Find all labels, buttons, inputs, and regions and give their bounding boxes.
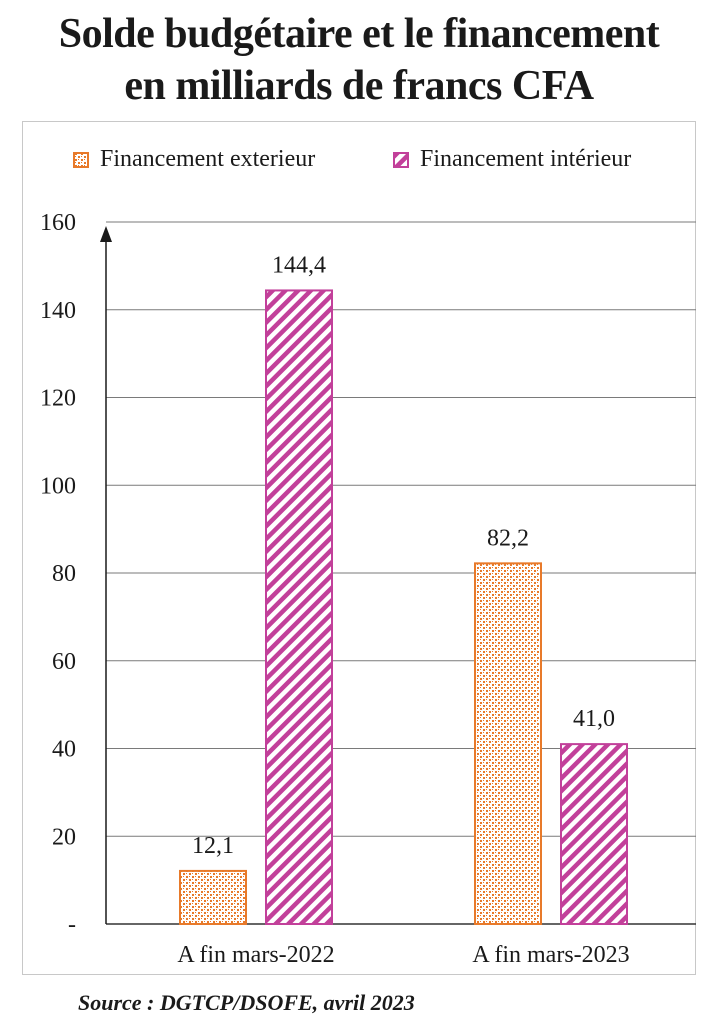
y-tick-label: 120 xyxy=(40,386,76,412)
x-tick-label: A fin mars-2022 xyxy=(177,942,334,968)
legend-swatch-icon xyxy=(73,152,89,168)
chart-title-line1: Solde budgétaire et le financement xyxy=(58,11,660,57)
bar xyxy=(265,289,333,925)
y-tick-label: 140 xyxy=(40,298,76,324)
y-axis-arrow-icon xyxy=(100,226,112,242)
x-tick-label: A fin mars-2023 xyxy=(472,942,629,968)
bar xyxy=(560,743,628,925)
legend-swatch-icon xyxy=(393,152,409,168)
source-note: Source : DGTCP/DSOFE, avril 2023 xyxy=(78,990,415,1015)
data-label: 41,0 xyxy=(573,706,615,732)
y-tick-label: 60 xyxy=(52,649,76,675)
y-tick-label: 80 xyxy=(52,561,76,587)
chart-frame xyxy=(22,121,696,975)
y-tick-label: 40 xyxy=(52,737,76,763)
data-label: 144,4 xyxy=(272,252,326,278)
y-tick-label: 100 xyxy=(40,473,76,499)
y-tick-label: 160 xyxy=(40,210,76,236)
y-tick-label: 20 xyxy=(52,824,76,850)
legend-label: Financement intérieur xyxy=(420,146,631,172)
data-label: 12,1 xyxy=(192,833,234,859)
bar xyxy=(474,562,542,925)
chart-title-line2: en milliards de francs CFA xyxy=(124,63,594,109)
data-label: 82,2 xyxy=(487,525,529,551)
bar xyxy=(179,869,247,926)
y-tick-label: - xyxy=(68,912,76,938)
legend-label: Financement exterieur xyxy=(100,146,315,172)
